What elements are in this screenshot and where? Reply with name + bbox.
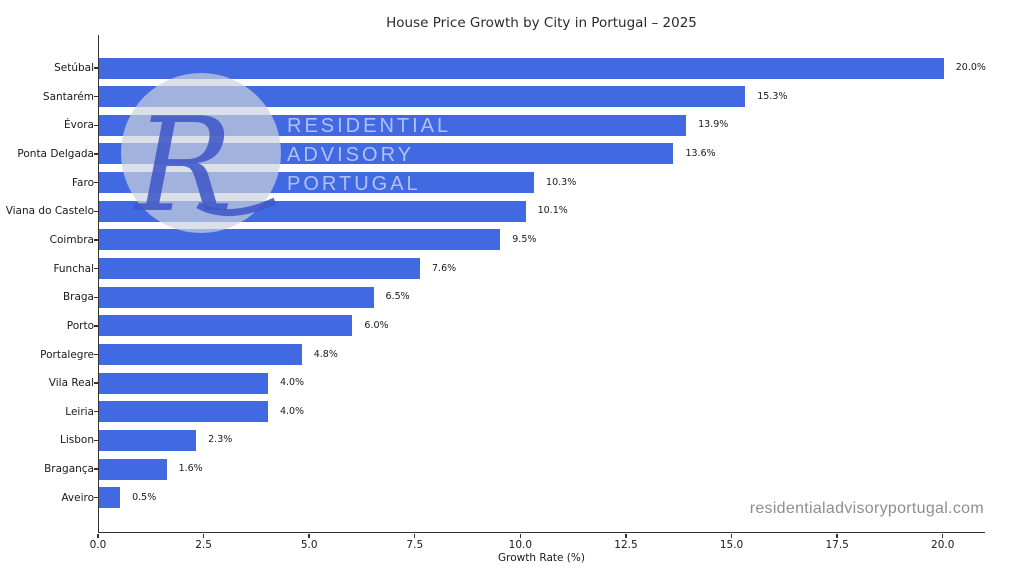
bar-funchal (99, 258, 420, 280)
value-label-leiria: 4.0% (279, 405, 305, 417)
y-tick-mark (94, 353, 98, 356)
bar-leiria (99, 401, 268, 423)
x-tick-mark (97, 534, 99, 538)
y-tick-label-portalegre: Portalegre (40, 348, 94, 361)
y-tick-mark (94, 497, 98, 499)
watermark-monogram-letter: R (133, 89, 233, 240)
y-tick-mark (94, 382, 98, 384)
x-tick-mark (730, 534, 733, 538)
x-tick-mark (414, 534, 416, 538)
y-tick-label-setúbal: Setúbal (54, 62, 94, 74)
x-tick-label-12.5: 12.5 (614, 539, 638, 551)
bar-coimbra (99, 229, 501, 251)
value-label-évora: 13.9% (698, 119, 729, 131)
y-tick-label-porto: Porto (66, 319, 94, 332)
x-tick-mark (836, 534, 838, 538)
value-label-santarém: 15.3% (757, 90, 788, 102)
value-label-lisbon: 2.3% (208, 434, 233, 446)
x-tick-mark (519, 534, 522, 538)
value-label-braga: 6.5% (385, 291, 410, 303)
y-tick-mark (94, 67, 98, 69)
watermark-text: RESIDENTIAL ADVISORY PORTUGAL (287, 112, 451, 199)
y-tick-mark (94, 210, 98, 212)
watermark-line-1: RESIDENTIAL (287, 115, 452, 137)
x-tick-mark (625, 534, 627, 538)
value-label-faro: 10.3% (546, 176, 577, 188)
x-tick-label-20.0: 20.0 (931, 539, 955, 551)
value-label-portalegre: 4.8% (313, 348, 338, 360)
bar-bragança (99, 458, 167, 480)
x-tick-label-5.0: 5.0 (300, 539, 318, 551)
y-tick-mark (94, 296, 98, 298)
y-tick-label-santarém: Santarém (42, 90, 94, 103)
chart-title: House Price Growth by City in Portugal –… (386, 15, 697, 31)
watermark-monogram-swash (196, 197, 277, 217)
x-axis-label: Growth Rate (%) (498, 552, 585, 564)
value-label-coimbra: 9.5% (512, 233, 537, 245)
bar-porto (99, 315, 353, 337)
y-tick-mark (94, 411, 98, 413)
y-tick-mark (94, 239, 98, 241)
y-tick-mark (94, 468, 98, 470)
x-tick-mark (942, 534, 944, 538)
value-label-bragança: 1.6% (178, 463, 203, 475)
value-label-viana-do-castelo: 10.1% (537, 205, 568, 217)
x-tick-label-0.0: 0.0 (89, 539, 107, 551)
y-tick-label-vila-real: Vila Real (48, 377, 94, 390)
y-tick-label-ponta-delgada: Ponta Delgada (17, 147, 94, 160)
x-tick-label-2.5: 2.5 (195, 539, 212, 551)
y-tick-mark (94, 439, 98, 442)
bar-braga (99, 286, 374, 308)
x-tick-label-10.0: 10.0 (508, 539, 533, 551)
y-tick-label-lisbon: Lisbon (60, 434, 94, 447)
y-tick-label-leiria: Leiria (65, 405, 94, 418)
y-tick-label-coimbra: Coimbra (49, 233, 94, 246)
value-label-aveiro: 0.5% (132, 491, 157, 503)
bar-portalegre (99, 344, 302, 365)
y-tick-label-aveiro: Aveiro (61, 491, 94, 504)
y-tick-mark (94, 124, 98, 126)
y-tick-label-viana-do-castelo: Viana do Castelo (5, 205, 94, 218)
value-label-setúbal: 20.0% (955, 62, 986, 73)
x-tick-label-7.5: 7.5 (406, 539, 424, 551)
value-label-porto: 6.0% (364, 319, 389, 331)
y-tick-label-braga: Braga (62, 291, 94, 304)
y-tick-mark (94, 325, 98, 327)
watermark-monogram-r-icon: R (133, 89, 277, 240)
x-tick-mark (308, 534, 310, 538)
x-tick-label-15.0: 15.0 (719, 539, 744, 551)
y-tick-mark (94, 95, 98, 98)
bar-lisbon (99, 429, 197, 451)
value-label-vila-real: 4.0% (279, 377, 305, 389)
bar-setúbal (99, 57, 944, 79)
y-tick-label-évora: Évora (63, 119, 94, 132)
y-tick-label-faro: Faro (71, 176, 94, 189)
y-tick-mark (94, 267, 98, 270)
bar-aveiro (99, 487, 121, 509)
y-tick-mark (94, 153, 98, 155)
watermark-line-2: ADVISORY (287, 144, 414, 166)
x-tick-mark (202, 534, 205, 538)
x-tick-label-17.5: 17.5 (825, 539, 849, 551)
bar-vila-real (99, 372, 268, 394)
y-tick-mark (94, 181, 98, 184)
y-tick-label-funchal: Funchal (53, 262, 94, 275)
watermark-line-3: PORTUGAL (287, 173, 421, 195)
y-tick-label-bragança: Bragança (44, 463, 94, 476)
value-label-ponta-delgada: 13.6% (685, 147, 716, 159)
value-label-funchal: 7.6% (432, 262, 457, 274)
website-watermark: residentialadvisoryportugal.com (749, 500, 984, 517)
